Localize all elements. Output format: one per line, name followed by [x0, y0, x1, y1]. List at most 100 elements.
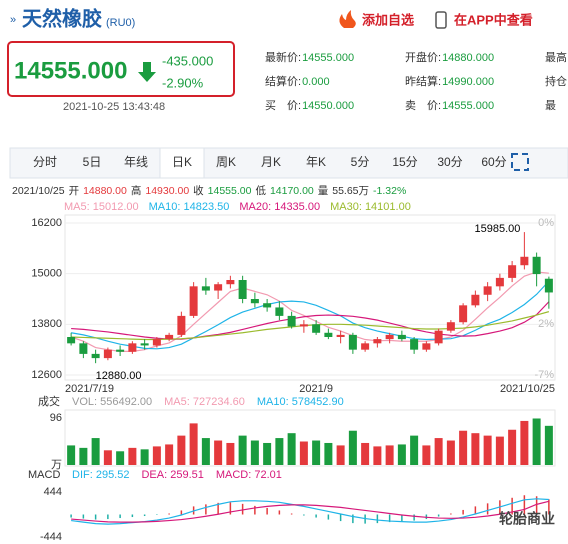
volume-bar [324, 442, 333, 465]
volume-bar [214, 440, 223, 465]
field-label: 开盘价: [405, 50, 441, 64]
price: 14555.000 [14, 57, 127, 84]
candle-body [103, 349, 112, 359]
change: -435.000 [162, 53, 213, 68]
volume-legend: MA5: 727234.60 [164, 396, 245, 408]
candle-body [250, 299, 259, 304]
tab[interactable]: 15分 [392, 155, 417, 169]
volume-bar [128, 447, 137, 465]
code: (RU0) [106, 17, 135, 29]
field-value: 0.000 [302, 76, 330, 88]
down-arrow [138, 62, 156, 82]
macd-legend: MACD: 72.01 [216, 469, 282, 481]
ma-legend: MA30: 14101.00 [330, 201, 411, 213]
candle-body [67, 337, 76, 344]
info-item: 开 [69, 185, 80, 197]
volume-bar [520, 420, 529, 465]
info-item: 收 [193, 184, 204, 197]
info-item: 低 [255, 184, 266, 197]
open-app[interactable]: 在APP中查看 [454, 12, 533, 27]
phone-icon [435, 11, 447, 29]
tab[interactable]: 分时 [33, 155, 57, 169]
candle-body [299, 324, 308, 327]
volume-bar [397, 444, 406, 465]
candle-body [177, 315, 186, 335]
candle-body [385, 334, 394, 340]
volume-bar [226, 442, 235, 465]
ma-line [71, 280, 550, 350]
pct-label: -7% [534, 369, 554, 381]
info-item: -1.32% [373, 185, 406, 197]
candle-body [165, 334, 174, 340]
tab[interactable]: 年K [306, 155, 326, 169]
candle-body [373, 339, 382, 344]
tab-bar [9, 147, 568, 179]
fullscreen-icon[interactable] [511, 153, 529, 171]
volume-bar [459, 430, 468, 465]
candle-body [140, 343, 149, 346]
volume-bar [361, 442, 370, 465]
ma-line [71, 311, 550, 341]
macd-title: MACD [28, 469, 60, 481]
field-value: 14550.000 [302, 100, 354, 112]
volume-bar [287, 433, 296, 465]
quote-time: 2021-10-25 13:43:48 [63, 101, 165, 113]
field-value: 14990.000 [442, 76, 494, 88]
tab[interactable]: 60分 [481, 155, 506, 169]
candle-body [410, 339, 419, 350]
tab[interactable]: 日K [172, 155, 192, 169]
high-label: 15985.00 [474, 223, 520, 235]
ma-line [71, 301, 550, 340]
tab[interactable]: 30分 [437, 155, 462, 169]
field-label: 最高 [545, 50, 567, 64]
volume-bar [508, 429, 517, 465]
field-label: 结算价: [265, 74, 301, 88]
info-item: 高 [131, 184, 142, 197]
dif-line [71, 498, 549, 525]
ma-line [70, 271, 549, 352]
volume-bar [140, 449, 149, 465]
volume-frame [64, 409, 556, 467]
candle-body [238, 280, 247, 299]
candle-body [116, 349, 125, 352]
field-label: 最新价: [265, 50, 301, 64]
candle-body [422, 343, 431, 350]
pct-label: 2% [538, 318, 554, 330]
tab[interactable]: 5日 [83, 155, 102, 169]
candle-body [152, 339, 161, 346]
tab[interactable]: 月K [261, 155, 281, 169]
candle-body [226, 280, 235, 285]
volume-bar [250, 440, 259, 465]
field-value: 14880.000 [442, 52, 494, 64]
candle-body [79, 343, 88, 354]
candle-body [544, 278, 553, 293]
low-label: 12880.00 [96, 370, 142, 382]
volume-bar [189, 423, 198, 465]
y-tick-label: 15000 [31, 268, 62, 280]
volume-bar [336, 445, 345, 465]
candle-body [446, 322, 455, 331]
candle-body [348, 334, 357, 350]
info-item: 14880.00 [83, 185, 127, 197]
y-tick-label: 13800 [31, 318, 62, 330]
add-watch[interactable]: 添加自选 [362, 12, 414, 27]
info-item: 14170.00 [270, 185, 314, 197]
volume-bar [483, 435, 492, 465]
volume-bar [165, 444, 174, 465]
candle-body [287, 315, 296, 327]
tab[interactable]: 年线 [124, 155, 148, 169]
flame-icon [339, 10, 356, 28]
y-tick-label: 12600 [31, 369, 62, 381]
candle-body [483, 286, 492, 295]
candle-body [312, 324, 321, 333]
volume-bar [116, 451, 125, 465]
macd-legend: DIF: 295.52 [72, 469, 129, 481]
tab[interactable]: 周K [216, 155, 236, 169]
volume-bar [348, 430, 357, 465]
volume-bar [201, 438, 210, 465]
tab[interactable]: 5分 [351, 155, 370, 169]
y-tick-label: 96 [50, 412, 62, 424]
info-item: 14930.00 [145, 185, 189, 197]
